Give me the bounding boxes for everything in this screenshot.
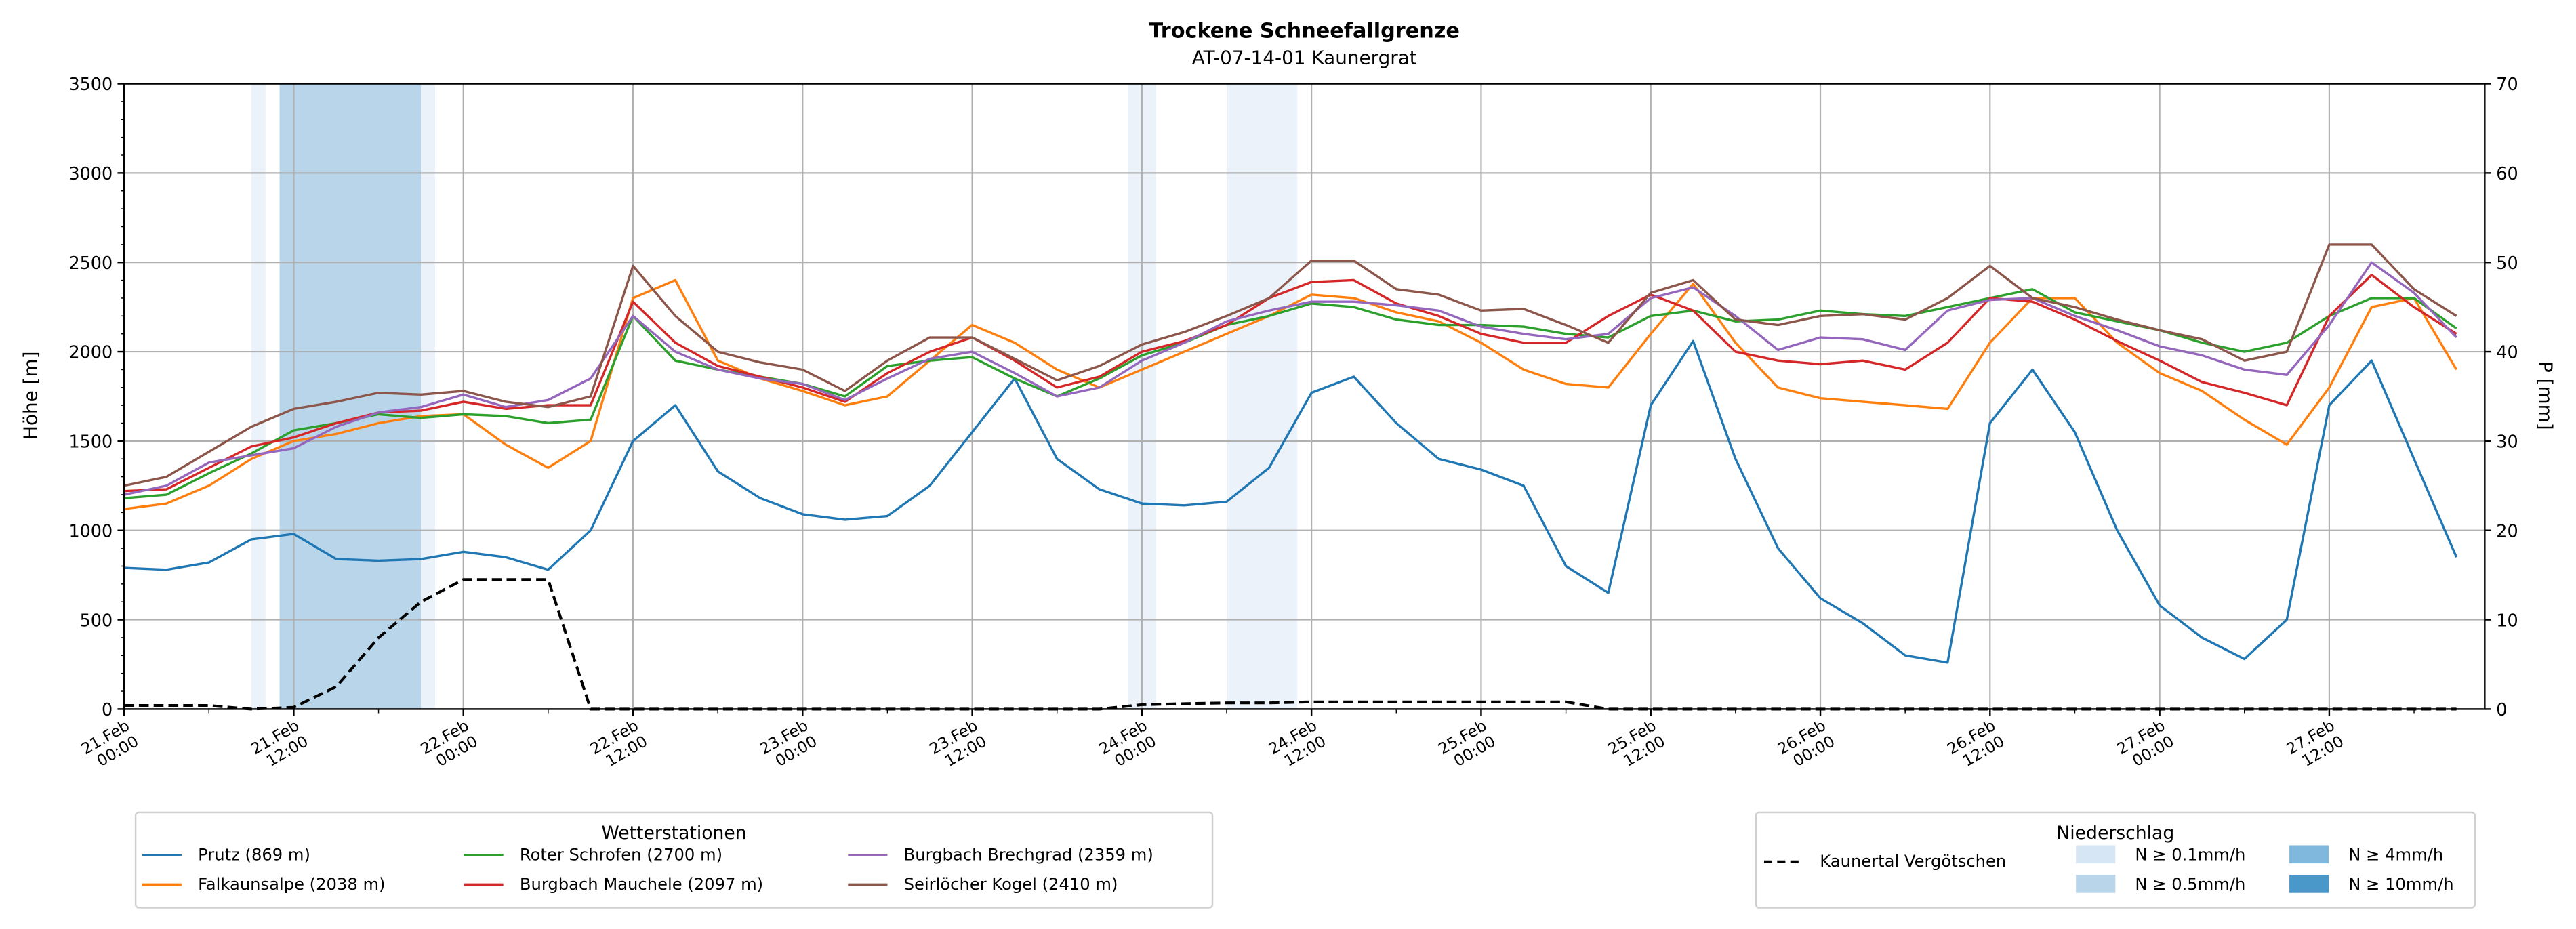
legend-entry: Burgbach Brechgrad (2359 m) xyxy=(904,845,1153,864)
y-tick-label: 0 xyxy=(102,699,113,720)
y2-tick-label: 70 xyxy=(2496,74,2518,94)
series-line xyxy=(124,274,2457,493)
y2-tick-label: 10 xyxy=(2496,610,2518,630)
legend-stations: Wetterstationen Prutz (869 m) Falkaunsalp… xyxy=(134,811,1214,909)
y2-tick-label: 30 xyxy=(2496,432,2518,452)
legend-precip-entry: N ≥ 4mm/h xyxy=(2348,845,2443,864)
y-tick-label: 1000 xyxy=(68,520,113,541)
legend-entry: Roter Schrofen (2700 m) xyxy=(520,845,722,864)
legend-entry: Burgbach Mauchele (2097 m) xyxy=(520,875,763,894)
legend-precip-swatch xyxy=(2289,875,2329,893)
legend-precip-title: Niederschlag xyxy=(2056,823,2174,844)
y-tick-label: 3000 xyxy=(68,163,113,184)
precip-band xyxy=(251,83,266,709)
legend-precip-swatch xyxy=(2076,875,2116,893)
legend-precip-entry: N ≥ 10mm/h xyxy=(2348,875,2453,894)
legend-entry: Falkaunsalpe (2038 m) xyxy=(198,875,385,894)
precip-band xyxy=(1227,83,1298,709)
series-line xyxy=(123,288,2457,499)
grid xyxy=(123,83,2485,710)
y2-tick-label: 40 xyxy=(2496,342,2518,363)
precipitation-bands xyxy=(251,83,1298,709)
y-tick-label: 500 xyxy=(80,610,113,630)
legend-precip-swatch xyxy=(2076,845,2116,864)
precip-band xyxy=(421,83,435,709)
y2-axis-label: P [mm] xyxy=(2534,361,2556,430)
station-lines xyxy=(123,243,2458,711)
legend-precip-swatch xyxy=(2289,845,2329,864)
series-line xyxy=(124,339,2458,664)
legend-entry: Seirlöcher Kogel (2410 m) xyxy=(904,875,1118,894)
y-tick-label: 1500 xyxy=(68,432,113,452)
legend-entry: Prutz (869 m) xyxy=(198,845,310,864)
chart-title: Trockene Schneefallgrenze xyxy=(1149,20,1459,43)
y-tick-label: 2000 xyxy=(68,342,113,363)
y-axis-label: Höhe [m] xyxy=(20,352,42,440)
y2-tick-label: 50 xyxy=(2496,253,2518,273)
y-tick-label: 2500 xyxy=(68,253,113,273)
y2-tick-label: 20 xyxy=(2496,520,2518,541)
chart-subtitle: AT-07-14-01 Kaunergrat xyxy=(1192,46,1417,68)
y2-tick-label: 0 xyxy=(2496,699,2507,720)
legend-stations-title: Wetterstationen xyxy=(601,823,746,844)
legend-precip-entry: N ≥ 0.5mm/h xyxy=(2135,875,2245,894)
series-line xyxy=(123,261,2457,496)
y2-tick-label: 60 xyxy=(2496,163,2518,184)
legend-precip-entry: N ≥ 0.1mm/h xyxy=(2135,845,2245,864)
legend-precipitation: Niederschlag Kaunertal Vergötschen N ≥ 0… xyxy=(1755,811,2476,909)
precip-band xyxy=(279,83,422,709)
plot-frame xyxy=(123,83,2486,710)
legend-precip-line-label: Kaunertal Vergötschen xyxy=(1820,852,2006,871)
y-tick-label: 3500 xyxy=(68,74,113,94)
series-line xyxy=(123,243,2457,487)
